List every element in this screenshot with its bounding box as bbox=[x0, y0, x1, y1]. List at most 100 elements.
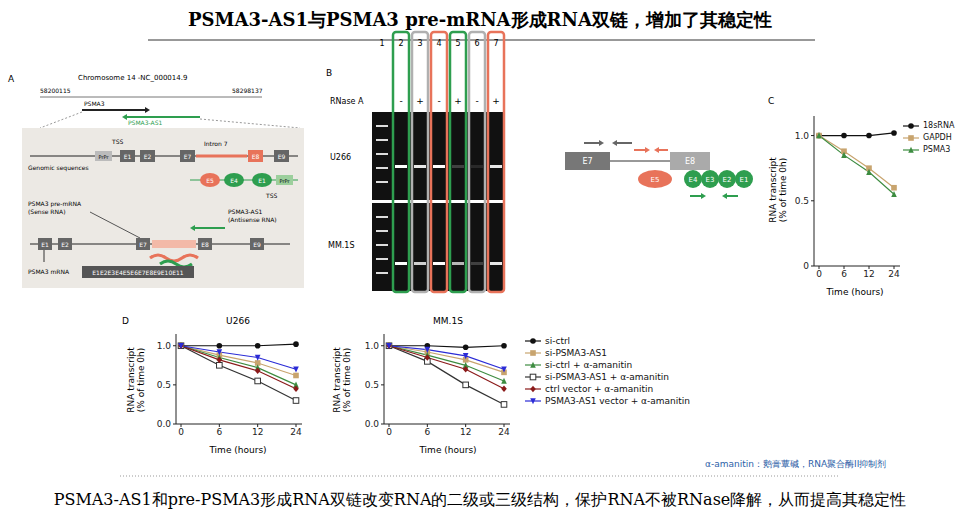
svg-text:α-amanitin：鹅膏蕈碱，RNA聚合酶II抑制剂: α-amanitin：鹅膏蕈碱，RNA聚合酶II抑制剂 bbox=[705, 459, 886, 469]
svg-text:E2: E2 bbox=[723, 176, 732, 184]
svg-text:(Sense RNA): (Sense RNA) bbox=[28, 208, 65, 215]
svg-text:4: 4 bbox=[436, 39, 441, 48]
svg-text:MM.1S: MM.1S bbox=[433, 316, 463, 326]
svg-text:24: 24 bbox=[888, 269, 900, 279]
svg-text:PSMA3: PSMA3 bbox=[84, 100, 105, 107]
svg-text:RNA transcript: RNA transcript bbox=[126, 347, 136, 413]
svg-text:58298137: 58298137 bbox=[232, 87, 263, 94]
svg-text:C: C bbox=[768, 96, 774, 106]
svg-text:E9: E9 bbox=[253, 241, 261, 248]
svg-text:D: D bbox=[122, 316, 129, 326]
svg-text:(% of time 0h): (% of time 0h) bbox=[342, 348, 352, 413]
svg-text:PSMA3-AS1: PSMA3-AS1 bbox=[128, 119, 162, 126]
svg-text:RNA transcript: RNA transcript bbox=[332, 347, 342, 413]
svg-text:E1E2E3E4E5E6E7E8E9E10E11: E1E2E3E4E5E6E7E8E9E10E11 bbox=[92, 269, 184, 276]
svg-text:PSMA3-AS1与PSMA3 pre-mRNA形成RNA双: PSMA3-AS1与PSMA3 pre-mRNA形成RNA双链，增加了其稳定性 bbox=[188, 9, 772, 30]
svg-text:24: 24 bbox=[290, 427, 302, 437]
svg-text:PSMA3-AS1: PSMA3-AS1 bbox=[228, 208, 262, 215]
html-text:si-PSMA3-AS1: si-PSMA3-AS1 bbox=[545, 348, 607, 358]
svg-text:PrPr: PrPr bbox=[280, 178, 291, 184]
svg-text:Time (hours): Time (hours) bbox=[208, 445, 266, 455]
svg-text:RNA transcript: RNA transcript bbox=[768, 157, 778, 223]
svg-text:0.5: 0.5 bbox=[795, 196, 809, 206]
svg-text:58200115: 58200115 bbox=[40, 87, 71, 94]
svg-text:Intron 7: Intron 7 bbox=[204, 140, 228, 147]
svg-text:E4: E4 bbox=[689, 176, 698, 184]
svg-text:+: + bbox=[416, 96, 424, 106]
svg-text:3: 3 bbox=[417, 39, 422, 48]
svg-text:5: 5 bbox=[455, 39, 460, 48]
svg-text:Time (hours): Time (hours) bbox=[418, 445, 476, 455]
svg-text:Time (hours): Time (hours) bbox=[825, 287, 883, 297]
svg-text:2: 2 bbox=[398, 39, 403, 48]
svg-text:0: 0 bbox=[386, 427, 392, 437]
svg-text:24: 24 bbox=[498, 427, 510, 437]
svg-text:TSS: TSS bbox=[111, 138, 123, 145]
svg-text:E1: E1 bbox=[124, 153, 132, 160]
svg-text:(% of time 0h): (% of time 0h) bbox=[136, 348, 146, 413]
svg-text:1.0: 1.0 bbox=[157, 341, 172, 351]
svg-text:PSMA3 mRNA: PSMA3 mRNA bbox=[28, 268, 70, 275]
svg-text:E1: E1 bbox=[41, 241, 49, 248]
svg-text:A: A bbox=[8, 74, 15, 84]
svg-text:-: - bbox=[475, 96, 478, 106]
html-text:18sRNA: 18sRNA bbox=[923, 121, 955, 130]
svg-text:0: 0 bbox=[178, 427, 184, 437]
svg-text:PrPr: PrPr bbox=[99, 154, 110, 160]
svg-text:+: + bbox=[454, 96, 462, 106]
svg-text:E7: E7 bbox=[184, 153, 192, 160]
svg-text:12: 12 bbox=[252, 427, 263, 437]
html-text:ctrl vector + α-amanitin: ctrl vector + α-amanitin bbox=[545, 384, 654, 394]
svg-text:1: 1 bbox=[379, 39, 384, 48]
svg-text:Genomic sequences: Genomic sequences bbox=[28, 164, 89, 172]
svg-text:E1: E1 bbox=[258, 177, 266, 184]
svg-text:E4: E4 bbox=[230, 177, 238, 184]
html-text:GAPDH: GAPDH bbox=[923, 133, 952, 142]
svg-text:U266: U266 bbox=[226, 316, 250, 326]
svg-text:(% of time 0h): (% of time 0h) bbox=[778, 158, 788, 223]
svg-text:E5: E5 bbox=[206, 177, 214, 184]
html-text:si-ctrl: si-ctrl bbox=[545, 336, 571, 346]
svg-text:7: 7 bbox=[493, 39, 498, 48]
html-text:PSMA3-AS1 vector + α-amanitin: PSMA3-AS1 vector + α-amanitin bbox=[545, 396, 690, 406]
svg-text:12: 12 bbox=[863, 269, 874, 279]
svg-text:TSS: TSS bbox=[265, 192, 277, 199]
svg-text:E1: E1 bbox=[740, 176, 749, 184]
svg-text:1.0: 1.0 bbox=[795, 131, 810, 141]
svg-text:(Antisense RNA): (Antisense RNA) bbox=[228, 216, 277, 223]
svg-text:-: - bbox=[437, 96, 440, 106]
svg-text:E9: E9 bbox=[278, 153, 286, 160]
svg-text:0: 0 bbox=[803, 261, 809, 271]
svg-text:PSMA3-AS1和pre-PSMA3形成RNA双链改变RN: PSMA3-AS1和pre-PSMA3形成RNA双链改变RNA的二级或三级结构，… bbox=[54, 490, 907, 509]
svg-text:6: 6 bbox=[424, 427, 430, 437]
svg-text:RNase A: RNase A bbox=[330, 97, 364, 106]
html-text:si-PSMA3-AS1 + α-amanitin: si-PSMA3-AS1 + α-amanitin bbox=[545, 372, 670, 382]
svg-text:12: 12 bbox=[460, 427, 471, 437]
svg-text:B: B bbox=[326, 68, 332, 78]
svg-text:E3: E3 bbox=[706, 176, 715, 184]
svg-text:MM.1S: MM.1S bbox=[328, 241, 355, 250]
html-text:si-ctrl + α-amanitin: si-ctrl + α-amanitin bbox=[545, 360, 633, 370]
svg-text:E8: E8 bbox=[685, 157, 695, 166]
svg-text:0.0: 0.0 bbox=[365, 419, 380, 429]
svg-text:PSMA3 pre-mRNA: PSMA3 pre-mRNA bbox=[28, 200, 82, 208]
svg-text:6: 6 bbox=[216, 427, 222, 437]
svg-text:0.0: 0.0 bbox=[157, 419, 172, 429]
svg-text:-: - bbox=[399, 96, 402, 106]
svg-text:6: 6 bbox=[474, 39, 479, 48]
svg-text:E7: E7 bbox=[582, 157, 592, 166]
svg-text:E5: E5 bbox=[651, 176, 660, 184]
svg-text:Chromosome 14 -NC_000014.9: Chromosome 14 -NC_000014.9 bbox=[78, 74, 187, 82]
svg-text:0.5: 0.5 bbox=[365, 380, 379, 390]
svg-text:U266: U266 bbox=[330, 153, 351, 162]
svg-text:E7: E7 bbox=[139, 241, 147, 248]
svg-text:E8: E8 bbox=[252, 153, 260, 160]
svg-text:1.0: 1.0 bbox=[365, 341, 380, 351]
svg-text:E2: E2 bbox=[61, 241, 69, 248]
svg-text:0.5: 0.5 bbox=[157, 380, 171, 390]
svg-text:6: 6 bbox=[841, 269, 847, 279]
svg-text:+: + bbox=[492, 96, 500, 106]
svg-text:0: 0 bbox=[816, 269, 822, 279]
svg-text:E2: E2 bbox=[144, 153, 152, 160]
svg-text:E8: E8 bbox=[201, 241, 209, 248]
